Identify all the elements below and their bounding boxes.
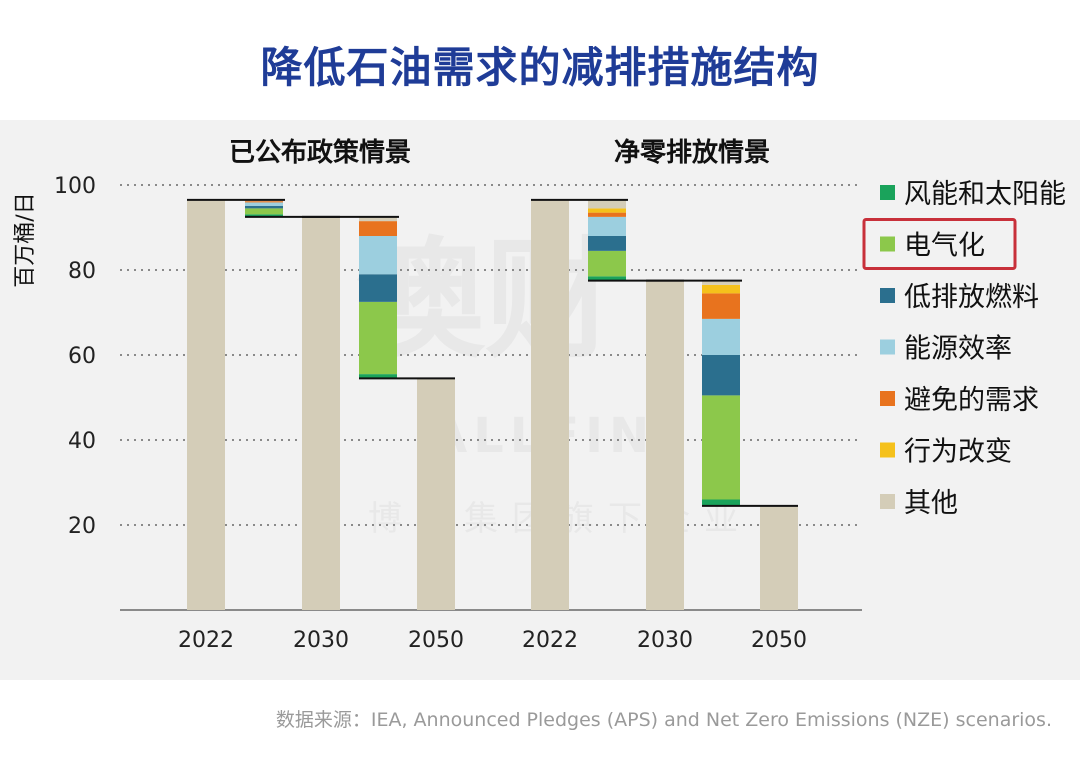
total-bar-2-2030 [646, 280, 684, 610]
chart-title: 降低石油需求的减排措施结构 [260, 43, 820, 92]
x-tick-1-2022: 2022 [178, 628, 234, 653]
reduction-segment-1-2-avoided_demand [359, 221, 397, 236]
x-tick-2-2050: 2050 [751, 628, 807, 653]
legend-swatch-low_emission_fuels [880, 288, 895, 303]
reduction-segment-2-2-other [702, 280, 740, 285]
y-tick-100: 100 [54, 174, 96, 199]
legend-swatch-avoided_demand [880, 391, 895, 406]
y-axis-title: 百万桶/日 [13, 192, 38, 287]
x-tick-2-2022: 2022 [522, 628, 578, 653]
reduction-segment-1-2-low_emission_fuels [359, 274, 397, 302]
y-tick-20: 20 [68, 514, 96, 539]
reduction-segment-1-1-low_emission_fuels [245, 205, 283, 209]
x-tick-1-2030: 2030 [293, 628, 349, 653]
reduction-segment-2-2-avoided_demand [702, 293, 740, 319]
x-tick-1-2050: 2050 [408, 628, 464, 653]
reduction-segment-1-2-electrification [359, 301, 397, 375]
legend-highlight-box [862, 218, 1017, 270]
total-bar-1-2050 [417, 378, 455, 610]
reduction-segment-2-1-other [588, 199, 626, 209]
legend-swatch-wind_solar [880, 185, 895, 200]
reduction-segment-1-1-avoided_demand [245, 201, 283, 203]
legend-swatch-efficiency [880, 339, 895, 355]
total-bar-2-2022 [531, 199, 569, 610]
y-tick-60: 60 [68, 344, 96, 369]
reduction-segment-2-1-low_emission_fuels [588, 236, 626, 251]
reduction-segment-1-2-other [359, 216, 397, 222]
legend-swatch-behaviour [880, 442, 895, 458]
panel-title-2: 净零排放情景 [614, 137, 770, 168]
total-bar-2-2050 [760, 505, 798, 610]
reduction-segment-2-2-electrification [702, 395, 740, 500]
legend-label-efficiency: 能源效率 [904, 334, 1012, 365]
total-bar-1-2030 [302, 216, 340, 610]
reduction-segment-1-2-efficiency [359, 236, 397, 275]
reduction-segment-2-1-electrification [588, 250, 626, 277]
reduction-segment-1-1-wind_solar [245, 214, 283, 217]
reduction-segment-2-2-wind_solar [702, 499, 740, 506]
reduction-segment-2-1-efficiency [588, 216, 626, 236]
reduction-segment-1-1-efficiency [245, 202, 283, 206]
source-note: 数据来源：IEA, Announced Pledges (APS) and Ne… [275, 709, 1052, 731]
legend-swatch-other [880, 494, 895, 509]
legend-label-electrification: 电气化 [904, 231, 985, 262]
legend-label-other: 其他 [904, 488, 958, 519]
y-tick-40: 40 [68, 429, 96, 454]
reduction-segment-2-2-behaviour [702, 284, 740, 294]
reduction-segment-2-2-efficiency [702, 318, 740, 355]
x-tick-2-2030: 2030 [637, 628, 693, 653]
reduction-segment-2-1-wind_solar [588, 276, 626, 281]
legend-label-wind_solar: 风能和太阳能 [904, 179, 1066, 210]
reduction-segment-2-1-avoided_demand [588, 212, 626, 217]
panel-title-1: 已公布政策情景 [229, 137, 411, 168]
legend-swatch-electrification [880, 236, 895, 252]
legend-label-avoided_demand: 避免的需求 [904, 385, 1039, 416]
reduction-segment-2-2-low_emission_fuels [702, 355, 740, 396]
legend-label-low_emission_fuels: 低排放燃料 [904, 282, 1039, 313]
total-bar-1-2022 [187, 199, 225, 610]
reduction-segment-1-1-electrification [245, 208, 283, 215]
y-tick-80: 80 [68, 259, 96, 284]
reduction-segment-2-1-behaviour [588, 208, 626, 213]
legend-label-behaviour: 行为改变 [904, 437, 1012, 468]
watermark-main: 澳财 [355, 224, 615, 376]
reduction-segment-1-2-wind_solar [359, 374, 397, 379]
